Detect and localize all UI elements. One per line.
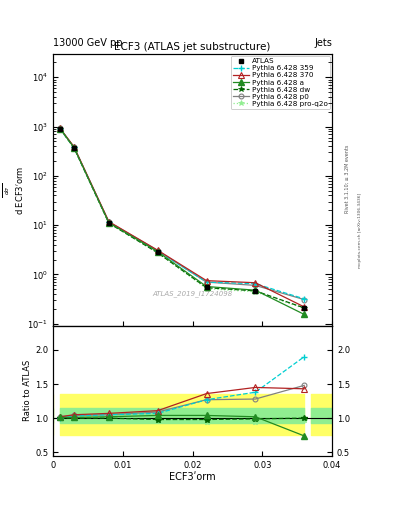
Text: Rivet 3.1.10; ≥ 3.2M events: Rivet 3.1.10; ≥ 3.2M events — [345, 145, 350, 214]
Legend: ATLAS, Pythia 6.428 359, Pythia 6.428 370, Pythia 6.428 a, Pythia 6.428 dw, Pyth: ATLAS, Pythia 6.428 359, Pythia 6.428 37… — [231, 56, 330, 109]
Line: Pythia 6.428 p0: Pythia 6.428 p0 — [58, 126, 307, 302]
Line: Pythia 6.428 dw: Pythia 6.428 dw — [57, 126, 307, 311]
Pythia 6.428 370 — [58, 125, 62, 132]
Line: Pythia 6.428 pro-q2o: Pythia 6.428 pro-q2o — [57, 126, 307, 311]
Pythia 6.428 359 — [204, 279, 209, 285]
Pythia 6.428 pro-q2o — [155, 249, 160, 255]
Pythia 6.428 359 — [302, 296, 307, 302]
Pythia 6.428 370 — [204, 278, 209, 284]
Line: ATLAS: ATLAS — [58, 126, 307, 310]
ATLAS — [253, 288, 258, 294]
Pythia 6.428 370 — [155, 247, 160, 253]
Pythia 6.428 p0 — [58, 125, 62, 132]
Line: Pythia 6.428 a: Pythia 6.428 a — [57, 126, 307, 317]
Pythia 6.428 p0 — [302, 296, 307, 303]
Line: Pythia 6.428 359: Pythia 6.428 359 — [57, 125, 308, 303]
Pythia 6.428 dw — [253, 288, 258, 294]
Pythia 6.428 359 — [107, 219, 111, 225]
Pythia 6.428 a — [302, 311, 307, 317]
Text: ATLAS_2019_I1724098: ATLAS_2019_I1724098 — [152, 290, 233, 297]
Pythia 6.428 dw — [302, 305, 307, 311]
Pythia 6.428 p0 — [204, 279, 209, 285]
Pythia 6.428 a — [58, 125, 62, 132]
Pythia 6.428 p0 — [253, 282, 258, 288]
X-axis label: ECF3ʹorm: ECF3ʹorm — [169, 472, 216, 482]
Pythia 6.428 dw — [58, 126, 62, 132]
Y-axis label: $\frac{d\sigma^{-1}}{d\sigma}$
d ECF3$'$orm: $\frac{d\sigma^{-1}}{d\sigma}$ d ECF3$'$… — [0, 165, 25, 215]
Pythia 6.428 a — [72, 144, 76, 151]
Text: 13000 GeV pp: 13000 GeV pp — [53, 38, 123, 48]
Pythia 6.428 p0 — [107, 219, 111, 225]
ATLAS — [58, 126, 62, 132]
Pythia 6.428 dw — [155, 250, 160, 256]
Y-axis label: Ratio to ATLAS: Ratio to ATLAS — [23, 360, 32, 421]
Pythia 6.428 pro-q2o — [72, 145, 76, 151]
Pythia 6.428 dw — [107, 220, 111, 226]
Pythia 6.428 pro-q2o — [204, 286, 209, 292]
ATLAS — [107, 220, 111, 226]
Pythia 6.428 pro-q2o — [302, 305, 307, 311]
Pythia 6.428 359 — [72, 144, 76, 151]
Text: Jets: Jets — [314, 38, 332, 48]
ATLAS — [72, 145, 76, 151]
ATLAS — [302, 305, 307, 311]
Pythia 6.428 359 — [58, 126, 62, 132]
Pythia 6.428 p0 — [155, 247, 160, 253]
Line: Pythia 6.428 370: Pythia 6.428 370 — [57, 125, 307, 310]
ATLAS — [155, 249, 160, 255]
Pythia 6.428 dw — [72, 145, 76, 151]
Pythia 6.428 p0 — [72, 144, 76, 150]
Pythia 6.428 a — [253, 287, 258, 293]
ATLAS — [204, 284, 209, 290]
Pythia 6.428 a — [155, 249, 160, 255]
Pythia 6.428 370 — [72, 144, 76, 150]
Pythia 6.428 370 — [302, 304, 307, 310]
Pythia 6.428 dw — [204, 285, 209, 291]
Text: mcplots.cern.ch [arXiv:1306.3436]: mcplots.cern.ch [arXiv:1306.3436] — [358, 193, 362, 268]
Pythia 6.428 a — [204, 284, 209, 290]
Pythia 6.428 pro-q2o — [107, 220, 111, 226]
Pythia 6.428 370 — [253, 280, 258, 286]
Pythia 6.428 359 — [253, 281, 258, 287]
Pythia 6.428 pro-q2o — [58, 125, 62, 132]
Pythia 6.428 370 — [107, 219, 111, 225]
Pythia 6.428 pro-q2o — [253, 289, 258, 295]
Title: ECF3 (ATLAS jet substructure): ECF3 (ATLAS jet substructure) — [114, 41, 271, 52]
Pythia 6.428 a — [107, 220, 111, 226]
Pythia 6.428 359 — [155, 248, 160, 254]
